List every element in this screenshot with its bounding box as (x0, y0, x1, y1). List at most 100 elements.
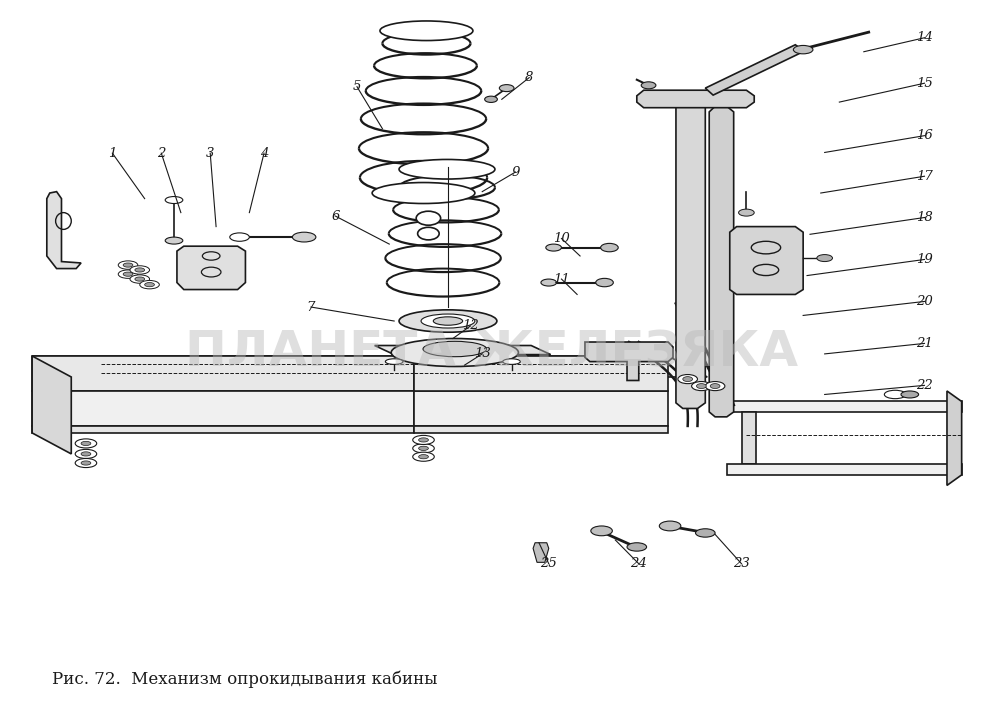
Ellipse shape (145, 283, 154, 287)
Text: 18: 18 (916, 211, 933, 224)
Text: 15: 15 (916, 77, 933, 90)
Polygon shape (676, 94, 706, 408)
Polygon shape (742, 412, 756, 465)
Ellipse shape (692, 381, 711, 391)
Ellipse shape (165, 237, 183, 244)
Ellipse shape (412, 443, 434, 453)
Text: 17: 17 (916, 170, 933, 183)
Ellipse shape (885, 391, 906, 398)
Ellipse shape (642, 82, 656, 89)
Ellipse shape (683, 376, 693, 381)
Polygon shape (533, 543, 549, 563)
Polygon shape (730, 226, 803, 295)
Text: 21: 21 (916, 337, 933, 350)
Text: 20: 20 (916, 295, 933, 308)
Ellipse shape (418, 446, 428, 450)
Text: 24: 24 (631, 557, 647, 570)
Text: 11: 11 (553, 273, 570, 286)
Polygon shape (32, 391, 413, 426)
Polygon shape (584, 342, 673, 381)
Ellipse shape (380, 21, 473, 41)
Text: 23: 23 (733, 557, 750, 570)
Polygon shape (47, 192, 81, 269)
Text: 12: 12 (462, 319, 479, 333)
Text: Рис. 72.  Механизм опрокидывания кабины: Рис. 72. Механизм опрокидывания кабины (52, 670, 437, 688)
Polygon shape (637, 90, 754, 108)
Ellipse shape (485, 96, 497, 102)
Ellipse shape (659, 521, 681, 531)
Polygon shape (413, 426, 668, 433)
Ellipse shape (416, 212, 441, 225)
Polygon shape (413, 356, 668, 391)
Polygon shape (32, 356, 453, 377)
Ellipse shape (386, 359, 403, 364)
Polygon shape (727, 401, 961, 412)
Polygon shape (32, 356, 71, 454)
Ellipse shape (678, 374, 698, 384)
Text: 25: 25 (540, 557, 557, 570)
Ellipse shape (433, 317, 462, 325)
Ellipse shape (81, 441, 91, 446)
Ellipse shape (123, 272, 133, 276)
Ellipse shape (901, 391, 919, 398)
Text: 2: 2 (157, 147, 165, 159)
Ellipse shape (230, 233, 249, 241)
Ellipse shape (503, 359, 521, 364)
Ellipse shape (81, 452, 91, 456)
Ellipse shape (817, 255, 832, 262)
Ellipse shape (140, 281, 159, 289)
Ellipse shape (706, 381, 725, 391)
Text: 14: 14 (916, 31, 933, 44)
Ellipse shape (75, 439, 96, 448)
Text: 4: 4 (260, 147, 269, 159)
Ellipse shape (421, 314, 475, 328)
Ellipse shape (710, 384, 720, 388)
Ellipse shape (696, 529, 715, 537)
Ellipse shape (418, 455, 428, 459)
Text: 6: 6 (332, 209, 339, 223)
Ellipse shape (135, 268, 145, 272)
Polygon shape (413, 391, 668, 426)
Text: 9: 9 (512, 166, 520, 178)
Text: 13: 13 (474, 348, 491, 360)
Ellipse shape (130, 266, 150, 274)
Ellipse shape (541, 279, 557, 286)
Ellipse shape (75, 458, 96, 467)
Ellipse shape (130, 275, 150, 283)
Ellipse shape (418, 438, 428, 442)
Text: 16: 16 (916, 129, 933, 142)
Polygon shape (947, 391, 961, 486)
Text: 7: 7 (307, 300, 315, 314)
Ellipse shape (123, 263, 133, 267)
Polygon shape (177, 246, 245, 290)
Ellipse shape (423, 341, 487, 357)
Ellipse shape (412, 452, 434, 461)
Polygon shape (32, 356, 413, 391)
Ellipse shape (372, 183, 475, 204)
Text: ПЛАНЕТА ЖЕЛЕЗЯКА: ПЛАНЕТА ЖЕЛЕЗЯКА (185, 329, 799, 376)
Ellipse shape (75, 449, 96, 458)
Ellipse shape (793, 45, 813, 54)
Ellipse shape (417, 227, 439, 240)
Ellipse shape (600, 243, 618, 252)
Ellipse shape (400, 309, 497, 332)
Ellipse shape (165, 197, 183, 204)
Text: 5: 5 (353, 80, 361, 93)
Ellipse shape (590, 526, 612, 536)
Ellipse shape (392, 338, 519, 367)
Ellipse shape (81, 461, 91, 465)
Text: 8: 8 (525, 71, 533, 84)
Ellipse shape (546, 244, 562, 251)
Ellipse shape (499, 85, 514, 92)
Text: 22: 22 (916, 379, 933, 392)
Ellipse shape (135, 277, 145, 281)
Polygon shape (706, 44, 800, 95)
Polygon shape (709, 106, 734, 417)
Ellipse shape (400, 159, 495, 179)
Ellipse shape (412, 436, 434, 444)
Ellipse shape (292, 232, 316, 242)
Ellipse shape (118, 261, 138, 269)
Polygon shape (375, 345, 551, 355)
Ellipse shape (595, 278, 613, 287)
Text: 1: 1 (108, 147, 116, 159)
